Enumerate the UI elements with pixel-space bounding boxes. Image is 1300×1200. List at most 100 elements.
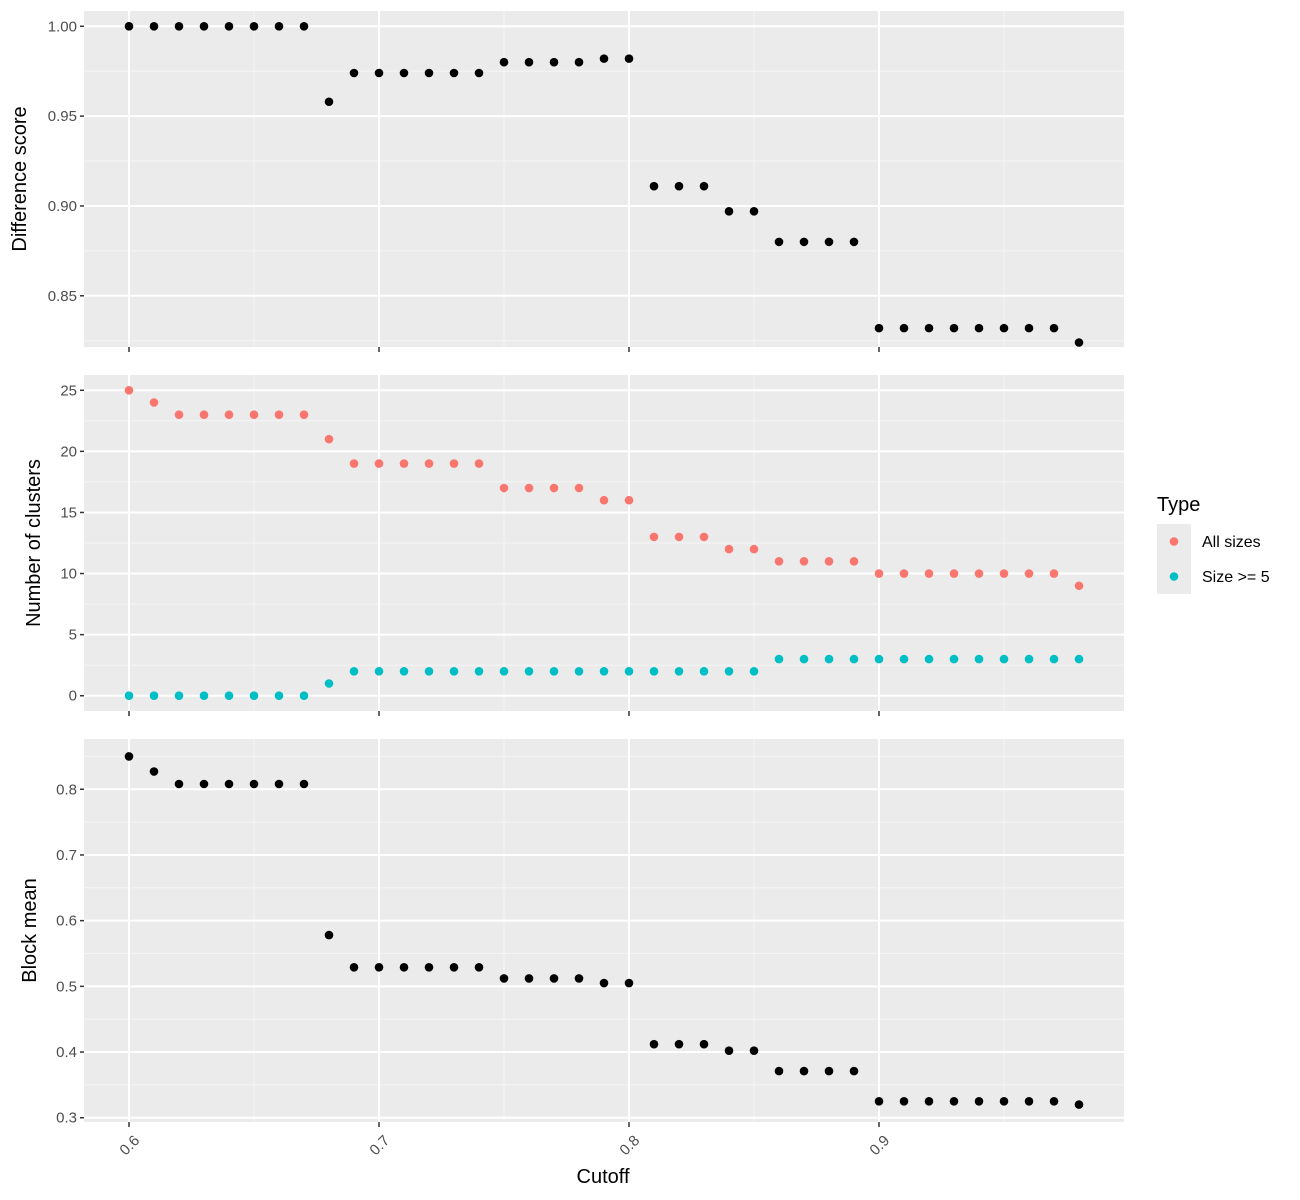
data-point [399, 962, 409, 972]
data-point [849, 557, 859, 566]
data-point [724, 544, 734, 554]
data-point [299, 410, 309, 420]
y-axis-title: Number of clusters [23, 459, 45, 627]
data-point [499, 57, 509, 67]
data-point [324, 434, 334, 444]
y-tick-label: 0.5 [56, 978, 77, 995]
data-point [599, 495, 609, 505]
data-point [774, 557, 784, 566]
data-point [324, 930, 334, 940]
x-tick-label: 0.9 [866, 1132, 893, 1159]
data-point [224, 691, 234, 701]
y-tick-label: 15 [60, 504, 77, 521]
data-point [924, 323, 934, 333]
y-tick-label: 0.3 [56, 1110, 77, 1127]
panel-clusters: 0 5 10 15 20 25 Number of clusters [23, 375, 1124, 716]
data-point [574, 483, 584, 493]
x-axis-title: Cutoff [577, 1166, 630, 1188]
data-point [899, 654, 909, 664]
data-point [349, 962, 359, 972]
series-clusters-1 [124, 654, 1084, 701]
data-point [899, 569, 909, 578]
data-point [549, 483, 559, 493]
data-point [424, 962, 434, 972]
data-point [649, 1039, 659, 1049]
data-point [299, 21, 309, 31]
data-point [624, 495, 634, 505]
data-point [174, 691, 184, 701]
data-point [499, 666, 509, 676]
data-point [349, 68, 359, 78]
data-point [1049, 1097, 1059, 1106]
data-point [974, 1097, 984, 1106]
data-point [599, 666, 609, 676]
data-point [749, 666, 759, 676]
data-point [449, 68, 459, 78]
data-point [424, 68, 434, 78]
data-point [1024, 569, 1034, 578]
x-tick-labels: 0.6 0.7 0.8 0.9 [116, 1132, 893, 1159]
data-point [624, 666, 634, 676]
data-point [349, 666, 359, 676]
data-point [624, 978, 634, 988]
data-point [474, 459, 484, 468]
data-point [724, 207, 734, 216]
data-point [524, 57, 534, 67]
data-point [999, 569, 1009, 578]
data-point [1074, 338, 1084, 347]
data-point [199, 21, 209, 31]
data-point [524, 666, 534, 676]
data-point [1024, 323, 1034, 333]
data-point [924, 654, 934, 664]
data-point [849, 237, 859, 247]
data-point [899, 323, 909, 333]
data-point [599, 54, 609, 63]
series-clusters-0 [124, 385, 1084, 591]
data-point [374, 666, 384, 676]
data-point [849, 1066, 859, 1076]
series-difference-0 [124, 21, 1084, 347]
data-point [824, 557, 834, 566]
data-point [999, 1097, 1009, 1106]
x-tick-label: 0.7 [366, 1132, 393, 1159]
data-point [424, 459, 434, 468]
data-point [549, 57, 559, 67]
y-axis-title: Difference score [9, 106, 31, 251]
y-tick-label: 10 [60, 566, 77, 583]
legend-title: Type [1157, 494, 1200, 516]
data-point [249, 410, 259, 420]
legend-entries: All sizes Size >= 5 [1157, 524, 1270, 594]
data-point [449, 459, 459, 468]
data-point [124, 752, 134, 761]
data-point [474, 962, 484, 972]
data-point [699, 532, 709, 542]
data-point [699, 1039, 709, 1049]
data-point [924, 569, 934, 578]
legend-key [1169, 537, 1179, 546]
data-point [649, 181, 659, 191]
data-point [849, 654, 859, 664]
legend-label: Size >= 5 [1202, 569, 1270, 586]
data-point [124, 385, 134, 395]
data-point [399, 666, 409, 676]
data-point [974, 654, 984, 664]
data-point [574, 974, 584, 983]
data-point [274, 779, 284, 789]
panel-difference: 0.85 0.90 0.95 1.00 Difference score [9, 11, 1124, 352]
data-point [199, 779, 209, 789]
data-point [774, 237, 784, 247]
data-point [799, 237, 809, 247]
y-axis-title: Block mean [19, 878, 41, 983]
data-point [899, 1097, 909, 1106]
data-point [574, 666, 584, 676]
data-point [1074, 654, 1084, 664]
data-point [674, 666, 684, 676]
data-point [224, 410, 234, 420]
y-tick-label: 1.00 [48, 18, 77, 35]
data-point [799, 654, 809, 664]
data-point [174, 410, 184, 420]
data-point [524, 483, 534, 493]
data-point [324, 679, 334, 688]
data-point [149, 398, 159, 407]
